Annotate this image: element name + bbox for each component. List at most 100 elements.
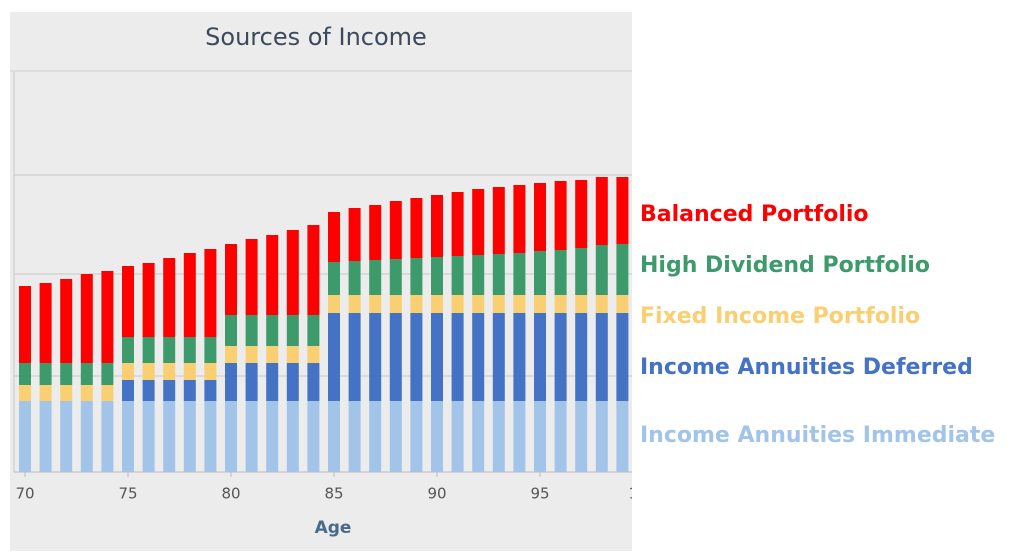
bar-segment [39, 363, 52, 385]
bar-segment [307, 315, 320, 346]
bar-segment [204, 249, 217, 337]
bar-segment [513, 253, 526, 295]
bar-segment [204, 380, 217, 401]
bar-segment [616, 295, 629, 313]
bar-segment [286, 401, 299, 472]
bar-segment [616, 401, 629, 472]
bar-segment [286, 363, 299, 401]
bar-segment [492, 187, 505, 254]
bar-segment [122, 266, 134, 337]
bar-segment [266, 363, 279, 401]
bar-segment [122, 337, 134, 363]
bar-segment [307, 346, 320, 363]
bar-segment [451, 313, 464, 401]
bar-segment [142, 263, 155, 337]
legend-label: Fixed Income Portfolio [640, 304, 920, 329]
bar-segment [554, 295, 567, 313]
bar-segment [595, 401, 608, 472]
chart-panel [10, 12, 632, 551]
x-axis-label: Age [315, 518, 352, 538]
bar-segment [369, 295, 382, 313]
plot-area: 70 75 80 85 90 95 100 [14, 177, 658, 503]
bar-segment [410, 258, 423, 295]
bar-segment [389, 201, 402, 259]
x-tick-label: 100 [629, 485, 658, 503]
bar-segment [19, 385, 31, 401]
bar-segment [142, 337, 155, 363]
legend-label: Balanced Portfolio [640, 202, 869, 227]
bar-segment [39, 401, 52, 472]
bar-segment [369, 313, 382, 401]
bar-segment [369, 205, 382, 260]
bar-segment [328, 401, 340, 472]
bar-segment [225, 401, 237, 472]
bar-segment [163, 363, 176, 380]
x-tick-label: 85 [324, 485, 343, 503]
bar-segment [513, 313, 526, 401]
bar-segment [286, 315, 299, 346]
bar-segment [410, 295, 423, 313]
bar-segment [595, 177, 608, 245]
bar-segment [369, 260, 382, 295]
bar-segment [348, 208, 361, 261]
bar-segment [595, 295, 608, 313]
bar-segment [60, 401, 73, 472]
bar-segment [451, 256, 464, 295]
bar-segment [534, 251, 546, 295]
bar-segment [348, 261, 361, 295]
bar-segment [286, 346, 299, 363]
bar-segment [534, 313, 546, 401]
bar-segment [328, 212, 340, 262]
bar-segment [80, 401, 93, 472]
bar-segment [389, 259, 402, 295]
legend-label: Income Annuities Deferred [640, 355, 973, 380]
bar-segment [410, 198, 423, 258]
bar-segment [122, 363, 134, 380]
bar-segment [492, 254, 505, 295]
bar-segment [492, 295, 505, 313]
bar-segment [472, 255, 485, 295]
bar-segment [575, 295, 588, 313]
bar-segment [101, 271, 114, 363]
bar-segment [431, 195, 443, 257]
bar-segment [575, 401, 588, 472]
bar-segment [60, 385, 73, 401]
bar-segment [204, 337, 217, 363]
bar-segment [183, 401, 196, 472]
bar-segment [80, 274, 93, 363]
bar-segment [245, 346, 258, 363]
bar-segment [431, 295, 443, 313]
bar-segment [39, 283, 52, 363]
bar-segment [616, 177, 629, 244]
bar-segment [554, 313, 567, 401]
bar-segment [513, 295, 526, 313]
bar-segment [183, 380, 196, 401]
bar-segment [410, 401, 423, 472]
x-tick-label: 90 [427, 485, 446, 503]
bar-segment [163, 401, 176, 472]
bar-segment [266, 235, 279, 315]
bar-segment [431, 313, 443, 401]
bar-segment [431, 257, 443, 295]
bar-segment [142, 363, 155, 380]
bar-segment [245, 363, 258, 401]
bar-segment [266, 401, 279, 472]
bar-segment [142, 401, 155, 472]
bar-segment [80, 363, 93, 385]
bar-segment [60, 363, 73, 385]
bar-segment [225, 315, 237, 346]
bar-segment [369, 401, 382, 472]
bar-segment [183, 337, 196, 363]
bar-segment [554, 181, 567, 250]
bar-segment [389, 295, 402, 313]
bar-segment [204, 401, 217, 472]
bar-segment [19, 363, 31, 385]
bar-segment [307, 225, 320, 315]
bar-segment [534, 401, 546, 472]
bar-segment [183, 363, 196, 380]
bar-segment [60, 279, 73, 363]
bar-segment [183, 253, 196, 337]
bar-segment [225, 244, 237, 315]
bar-segment [122, 380, 134, 401]
